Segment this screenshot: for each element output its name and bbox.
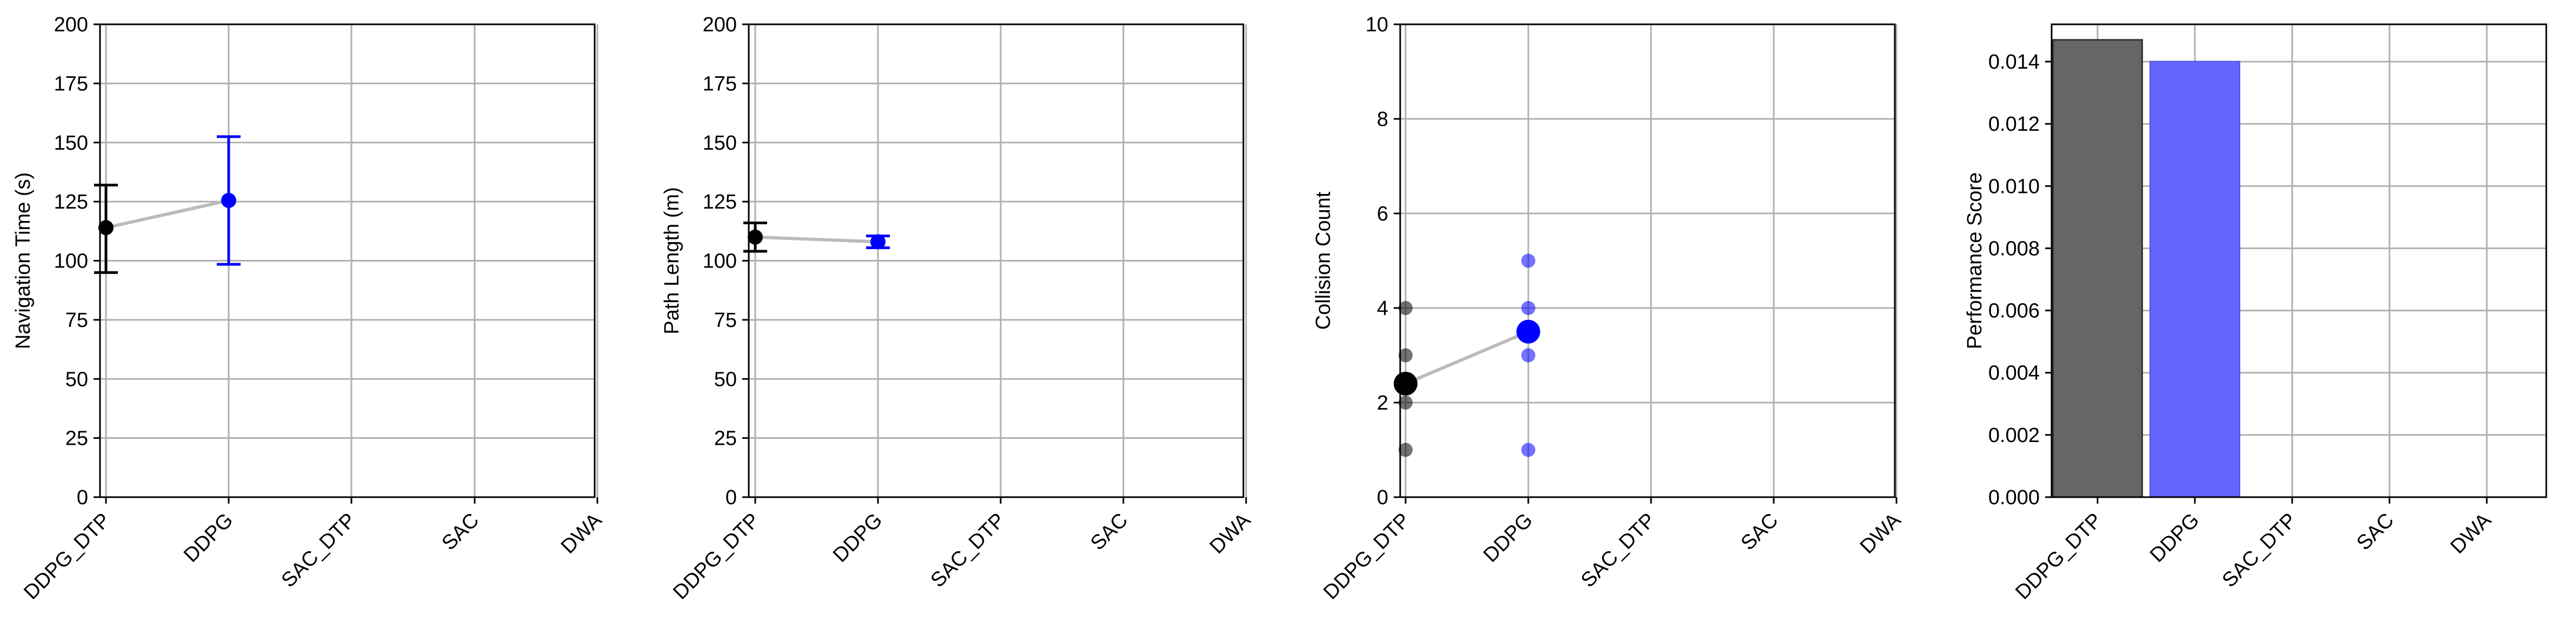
plot-frame — [2051, 23, 2547, 498]
y-tick-label: 0.000 — [1988, 486, 2040, 509]
x-tick-label: DDPG_DTP — [1319, 509, 1414, 604]
x-tick-label: SAC_DTP — [1577, 509, 1660, 592]
mean-connector-line — [105, 199, 229, 230]
x-tick-label: DWA — [1856, 508, 1906, 558]
x-tick-label: DDPG_DTP — [2011, 509, 2106, 604]
sample-point — [1521, 253, 1535, 268]
mean-connector-line — [755, 235, 878, 244]
sample-point — [1399, 301, 1413, 315]
plot-frame — [1399, 23, 1896, 498]
y-axis-label: Performance Score — [1963, 172, 1986, 349]
chart-1: 0 25 50 75 100 125 150 175 200 DDPG_DTP DDPG SAC_DT… — [12, 14, 607, 604]
mean-point — [1516, 319, 1540, 344]
y-tick-label: 0.010 — [1988, 175, 2040, 198]
x-tick-label: SAC_DTP — [2218, 509, 2301, 592]
y-tick-label: 200 — [703, 14, 737, 36]
y-tick-label: 0.004 — [1988, 362, 2040, 385]
mean-point — [98, 220, 114, 236]
bar — [2149, 61, 2240, 498]
mean-point — [748, 229, 763, 245]
y-tick-label: 100 — [703, 250, 737, 273]
sample-point — [1521, 348, 1535, 363]
sample-point — [1521, 443, 1535, 457]
y-tick-label: 2 — [1377, 392, 1388, 414]
y-tick-label: 125 — [54, 191, 88, 213]
x-tick-label: DDPG — [2146, 509, 2204, 567]
y-tick-label: 4 — [1377, 297, 1388, 320]
y-tick-label: 150 — [703, 132, 737, 155]
y-tick-label: 125 — [703, 191, 737, 213]
y-tick-label: 25 — [714, 427, 737, 450]
y-tick-label: 0 — [1377, 486, 1388, 509]
y-tick-label: 0.012 — [1988, 113, 2040, 136]
x-tick-label: SAC — [437, 509, 483, 555]
y-tick-label: 25 — [65, 427, 88, 450]
mean-connector-line — [1405, 330, 1529, 385]
plot-frame — [99, 23, 596, 498]
y-tick-label: 100 — [54, 250, 88, 273]
y-axis-label: Path Length (m) — [661, 187, 683, 334]
y-tick-label: 8 — [1377, 108, 1388, 131]
y-tick-label: 50 — [714, 368, 737, 391]
chart-2: 0 25 50 75 100 125 150 175 200 DDPG_DTP DDPG SAC_DT… — [661, 14, 1255, 604]
mean-point — [221, 192, 236, 208]
y-axis-label: Navigation Time (s) — [12, 172, 35, 349]
x-tick-label: SAC — [2352, 509, 2398, 555]
x-tick-label: DWA — [2446, 508, 2496, 558]
y-tick-label: 0.008 — [1988, 237, 2040, 260]
y-tick-label: 175 — [54, 72, 88, 95]
y-tick-label: 0.014 — [1988, 51, 2040, 73]
x-tick-label: DDPG — [829, 509, 887, 567]
mean-point — [1394, 372, 1417, 396]
x-tick-label: DDPG_DTP — [669, 509, 764, 604]
y-tick-label: 0.006 — [1988, 300, 2040, 323]
y-tick-label: 0 — [725, 486, 737, 509]
y-tick-label: 10 — [1366, 14, 1388, 36]
x-tick-label: DWA — [557, 508, 607, 558]
x-tick-label: SAC_DTP — [277, 509, 361, 592]
bar — [2052, 39, 2143, 498]
x-tick-label: SAC — [1736, 509, 1782, 555]
x-tick-label: DDPG_DTP — [19, 509, 115, 604]
x-tick-label: SAC_DTP — [927, 509, 1010, 592]
sample-point — [1521, 301, 1535, 315]
y-tick-label: 175 — [703, 72, 737, 95]
y-tick-label: 150 — [54, 132, 88, 155]
x-tick-label: DDPG — [179, 509, 237, 567]
sample-point — [1399, 348, 1413, 363]
chart-4: 0.000 0.002 0.004 0.006 0.008 0.010 0.012 0.014… — [1963, 23, 2547, 604]
y-axis-label: Collision Count — [1312, 191, 1335, 330]
y-tick-label: 200 — [54, 14, 88, 36]
plot-frame — [748, 23, 1244, 498]
y-tick-label: 6 — [1377, 203, 1388, 225]
y-tick-label: 75 — [65, 309, 88, 332]
x-tick-label: SAC — [1086, 509, 1132, 555]
sample-point — [1399, 396, 1413, 410]
x-tick-label: DDPG — [1479, 509, 1537, 567]
chart-3: 0 2 4 6 8 10 DDPG_DTP DDPG SAC_DTP SAC DWA Collisio… — [1312, 14, 1906, 604]
y-tick-label: 75 — [714, 309, 737, 332]
y-tick-label: 0 — [77, 486, 88, 509]
mean-point — [870, 234, 886, 250]
y-tick-label: 50 — [65, 368, 88, 391]
y-tick-label: 0.002 — [1988, 424, 2040, 447]
x-tick-label: DWA — [1206, 508, 1255, 558]
sample-point — [1399, 443, 1413, 457]
